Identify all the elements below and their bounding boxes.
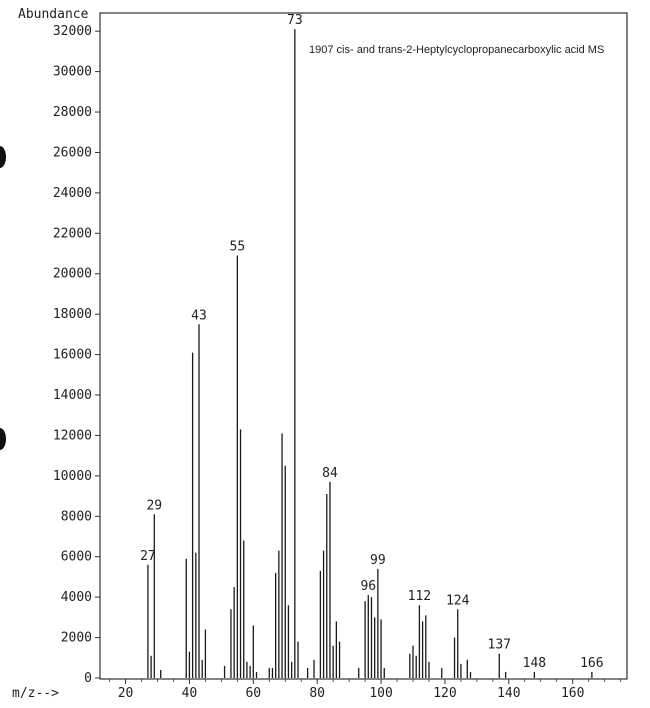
- x-tick-label: 100: [369, 686, 392, 701]
- y-tick-label: 32000: [53, 24, 92, 39]
- y-tick-label: 14000: [53, 388, 92, 403]
- y-axis: 0 2000 4000 6000 8000 10000 12000 14000 16000 180…: [53, 24, 100, 686]
- y-tick-label: 10000: [53, 469, 92, 484]
- spectrum-peaks: [147, 29, 593, 678]
- peak-label: 43: [191, 308, 207, 323]
- y-tick-label: 22000: [53, 226, 92, 241]
- y-tick-label: 24000: [53, 186, 92, 201]
- y-tick-label: 2000: [61, 631, 92, 646]
- peak-label: 84: [322, 466, 338, 481]
- peak-label: 96: [360, 579, 376, 594]
- y-tick-label: 0: [84, 671, 92, 686]
- x-tick-label: 120: [433, 686, 456, 701]
- y-tick-label: 20000: [53, 267, 92, 282]
- y-axis-label: Abundance: [18, 7, 89, 22]
- plot-frame: [99, 12, 628, 680]
- punch-hole-mark: [0, 428, 6, 450]
- x-tick-label: 20: [118, 686, 134, 701]
- peak-label: 112: [408, 589, 431, 604]
- y-tick-label: 8000: [61, 509, 92, 524]
- x-axis: 20 40 60 80 100 120 140 160: [109, 679, 622, 701]
- punch-hole-mark: [0, 146, 6, 168]
- peak-label: 29: [146, 498, 162, 513]
- x-axis-label: m/z-->: [12, 686, 59, 701]
- x-tick-label: 160: [561, 686, 584, 701]
- x-tick-label: 140: [497, 686, 520, 701]
- x-tick-label: 40: [182, 686, 198, 701]
- peak-label: 166: [580, 656, 603, 671]
- y-tick-label: 28000: [53, 105, 92, 120]
- peak-label: 99: [370, 553, 386, 568]
- peak-label: 73: [287, 13, 303, 28]
- y-tick-label: 6000: [61, 550, 92, 565]
- peak-label: 124: [446, 593, 470, 608]
- chart-title: 1907 cis- and trans-2-Heptylcyclopropane…: [309, 44, 604, 56]
- peak-label: 27: [140, 549, 156, 564]
- y-tick-label: 12000: [53, 428, 92, 443]
- peak-label: 137: [488, 638, 511, 653]
- y-tick-label: 4000: [61, 590, 92, 605]
- y-tick-label: 30000: [53, 65, 92, 80]
- peak-labels: 27 29 43 55 73 84 96 99 112 124 137 148 166: [140, 13, 604, 671]
- x-tick-label: 60: [245, 686, 261, 701]
- y-tick-label: 26000: [53, 145, 92, 160]
- y-tick-label: 18000: [53, 307, 92, 322]
- peak-label: 148: [523, 656, 546, 671]
- peak-label: 55: [230, 240, 246, 255]
- y-tick-label: 16000: [53, 348, 92, 363]
- x-tick-label: 80: [309, 686, 325, 701]
